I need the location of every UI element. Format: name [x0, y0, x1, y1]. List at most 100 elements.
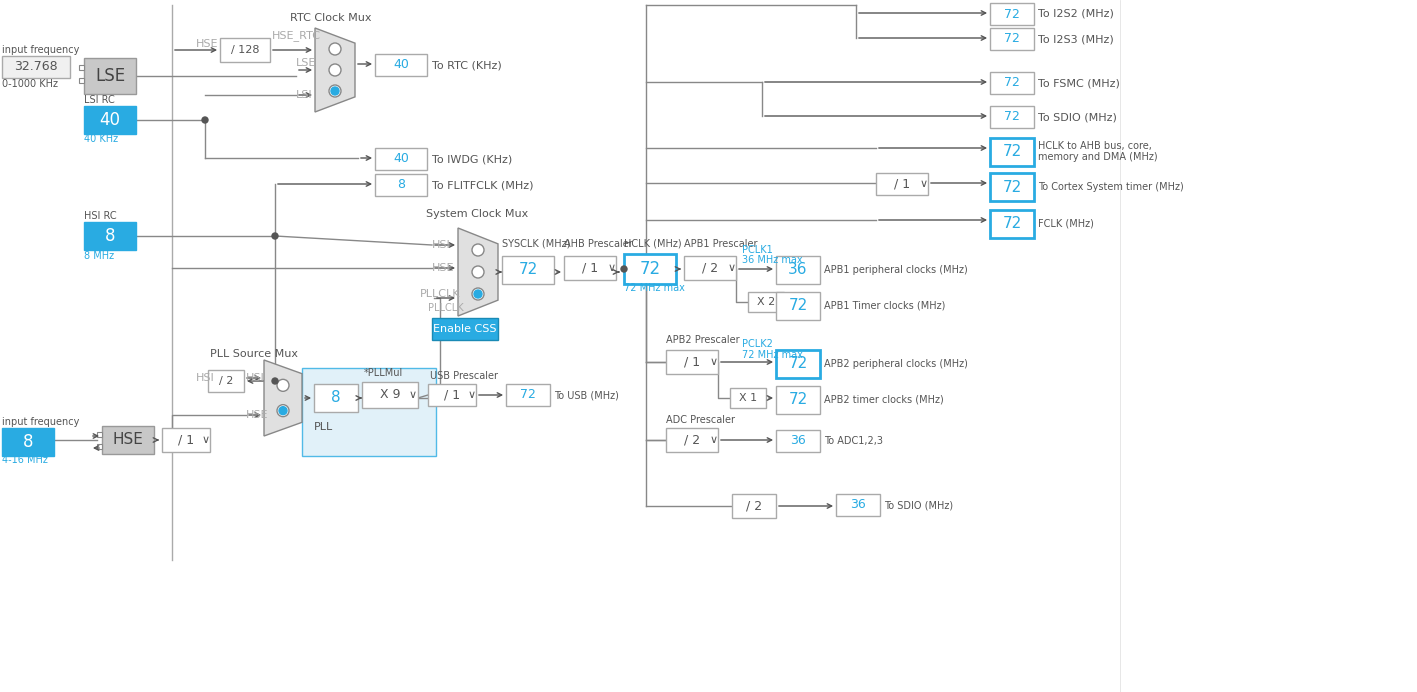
- Text: *PLLMul: *PLLMul: [364, 368, 404, 378]
- Text: To ADC1,2,3: To ADC1,2,3: [825, 436, 883, 446]
- Text: 72: 72: [788, 392, 808, 408]
- FancyBboxPatch shape: [748, 292, 784, 312]
- FancyBboxPatch shape: [990, 210, 1034, 238]
- Text: ADC Prescaler: ADC Prescaler: [666, 415, 735, 425]
- Text: To I2S3 (MHz): To I2S3 (MHz): [1039, 34, 1114, 44]
- Text: X 1: X 1: [738, 393, 757, 403]
- FancyBboxPatch shape: [376, 54, 427, 76]
- FancyBboxPatch shape: [432, 318, 497, 340]
- Text: HSI RC: HSI RC: [84, 211, 116, 221]
- Text: To FSMC (MHz): To FSMC (MHz): [1039, 78, 1119, 88]
- Text: / 2: / 2: [684, 433, 700, 446]
- Text: PLLCLK: PLLCLK: [419, 289, 461, 299]
- FancyBboxPatch shape: [733, 494, 777, 518]
- Text: 72: 72: [1002, 179, 1022, 194]
- FancyBboxPatch shape: [361, 382, 418, 408]
- FancyBboxPatch shape: [96, 432, 102, 437]
- Circle shape: [272, 233, 278, 239]
- Circle shape: [472, 244, 485, 256]
- Text: HSI: HSI: [432, 240, 451, 250]
- Text: 36 MHz max: 36 MHz max: [743, 255, 802, 265]
- Text: 72 MHz max: 72 MHz max: [623, 283, 684, 293]
- Text: To IWDG (KHz): To IWDG (KHz): [432, 154, 513, 164]
- FancyBboxPatch shape: [730, 388, 767, 408]
- Circle shape: [475, 290, 482, 298]
- FancyBboxPatch shape: [162, 428, 210, 452]
- FancyBboxPatch shape: [502, 256, 554, 284]
- Circle shape: [276, 379, 289, 392]
- Text: PLL: PLL: [315, 422, 333, 432]
- Text: 72 MHz max: 72 MHz max: [743, 350, 803, 360]
- FancyBboxPatch shape: [990, 28, 1034, 50]
- Text: USB Prescaler: USB Prescaler: [429, 371, 497, 381]
- FancyBboxPatch shape: [1, 428, 54, 456]
- FancyBboxPatch shape: [102, 426, 154, 454]
- FancyBboxPatch shape: [777, 350, 820, 378]
- FancyBboxPatch shape: [990, 106, 1034, 128]
- Text: 8: 8: [397, 179, 405, 192]
- Text: 32.768: 32.768: [14, 60, 58, 73]
- Text: APB1 Prescaler: APB1 Prescaler: [684, 239, 758, 249]
- Text: 8 MHz: 8 MHz: [84, 251, 115, 261]
- Text: / 128: / 128: [231, 45, 259, 55]
- Text: 36: 36: [791, 435, 806, 448]
- Text: LSE: LSE: [296, 58, 316, 68]
- Text: / 1: / 1: [179, 433, 194, 446]
- Text: 72: 72: [520, 388, 536, 401]
- Text: LSE: LSE: [95, 67, 125, 85]
- Text: 72: 72: [1005, 111, 1020, 123]
- FancyBboxPatch shape: [1, 56, 69, 78]
- Text: ∨: ∨: [410, 390, 417, 400]
- Text: SYSCLK (MHz): SYSCLK (MHz): [502, 239, 571, 249]
- Text: HCLK to AHB bus, core,: HCLK to AHB bus, core,: [1039, 141, 1152, 151]
- FancyBboxPatch shape: [79, 65, 84, 70]
- Text: / 2: / 2: [745, 500, 762, 513]
- Circle shape: [472, 266, 485, 278]
- FancyBboxPatch shape: [96, 444, 102, 449]
- Polygon shape: [264, 360, 302, 436]
- Text: / 2: / 2: [218, 376, 234, 386]
- Text: APB1 peripheral clocks (MHz): APB1 peripheral clocks (MHz): [825, 265, 968, 275]
- FancyBboxPatch shape: [506, 384, 550, 406]
- Circle shape: [272, 378, 278, 384]
- Text: LSI RC: LSI RC: [84, 95, 115, 105]
- FancyBboxPatch shape: [666, 350, 718, 374]
- FancyBboxPatch shape: [208, 370, 244, 392]
- Circle shape: [203, 117, 208, 123]
- Text: / 2: / 2: [701, 262, 718, 275]
- Text: APB2 peripheral clocks (MHz): APB2 peripheral clocks (MHz): [825, 359, 968, 369]
- Text: FCLK (MHz): FCLK (MHz): [1039, 219, 1094, 229]
- Circle shape: [332, 87, 339, 95]
- Text: ∨: ∨: [710, 357, 718, 367]
- Text: APB2 Prescaler: APB2 Prescaler: [666, 335, 740, 345]
- FancyBboxPatch shape: [777, 430, 820, 452]
- Text: To Cortex System timer (MHz): To Cortex System timer (MHz): [1039, 182, 1183, 192]
- Text: 72: 72: [788, 356, 808, 372]
- Text: PCLK1: PCLK1: [743, 245, 772, 255]
- FancyBboxPatch shape: [84, 106, 136, 134]
- Text: HSE: HSE: [112, 432, 143, 448]
- Text: / 1: / 1: [444, 388, 461, 401]
- Text: PCLK2: PCLK2: [743, 339, 772, 349]
- FancyBboxPatch shape: [376, 148, 427, 170]
- Text: AHB Prescaler: AHB Prescaler: [564, 239, 633, 249]
- Circle shape: [472, 288, 485, 300]
- Text: 36: 36: [850, 498, 866, 511]
- Text: input frequency: input frequency: [1, 45, 79, 55]
- Text: memory and DMA (MHz): memory and DMA (MHz): [1039, 152, 1158, 162]
- Text: 8: 8: [332, 390, 341, 406]
- FancyBboxPatch shape: [990, 173, 1034, 201]
- FancyBboxPatch shape: [990, 3, 1034, 25]
- Text: 0-1000 KHz: 0-1000 KHz: [1, 79, 58, 89]
- FancyBboxPatch shape: [79, 78, 84, 83]
- Polygon shape: [315, 28, 356, 112]
- Polygon shape: [458, 228, 497, 316]
- Text: / 1: / 1: [582, 262, 598, 275]
- Circle shape: [276, 405, 289, 417]
- FancyBboxPatch shape: [777, 292, 820, 320]
- Text: 72: 72: [1005, 33, 1020, 46]
- Text: RTC Clock Mux: RTC Clock Mux: [290, 13, 371, 23]
- Text: To SDIO (MHz): To SDIO (MHz): [884, 500, 954, 510]
- Text: 4-16 MHz: 4-16 MHz: [1, 455, 48, 465]
- Text: To I2S2 (MHz): To I2S2 (MHz): [1039, 9, 1114, 19]
